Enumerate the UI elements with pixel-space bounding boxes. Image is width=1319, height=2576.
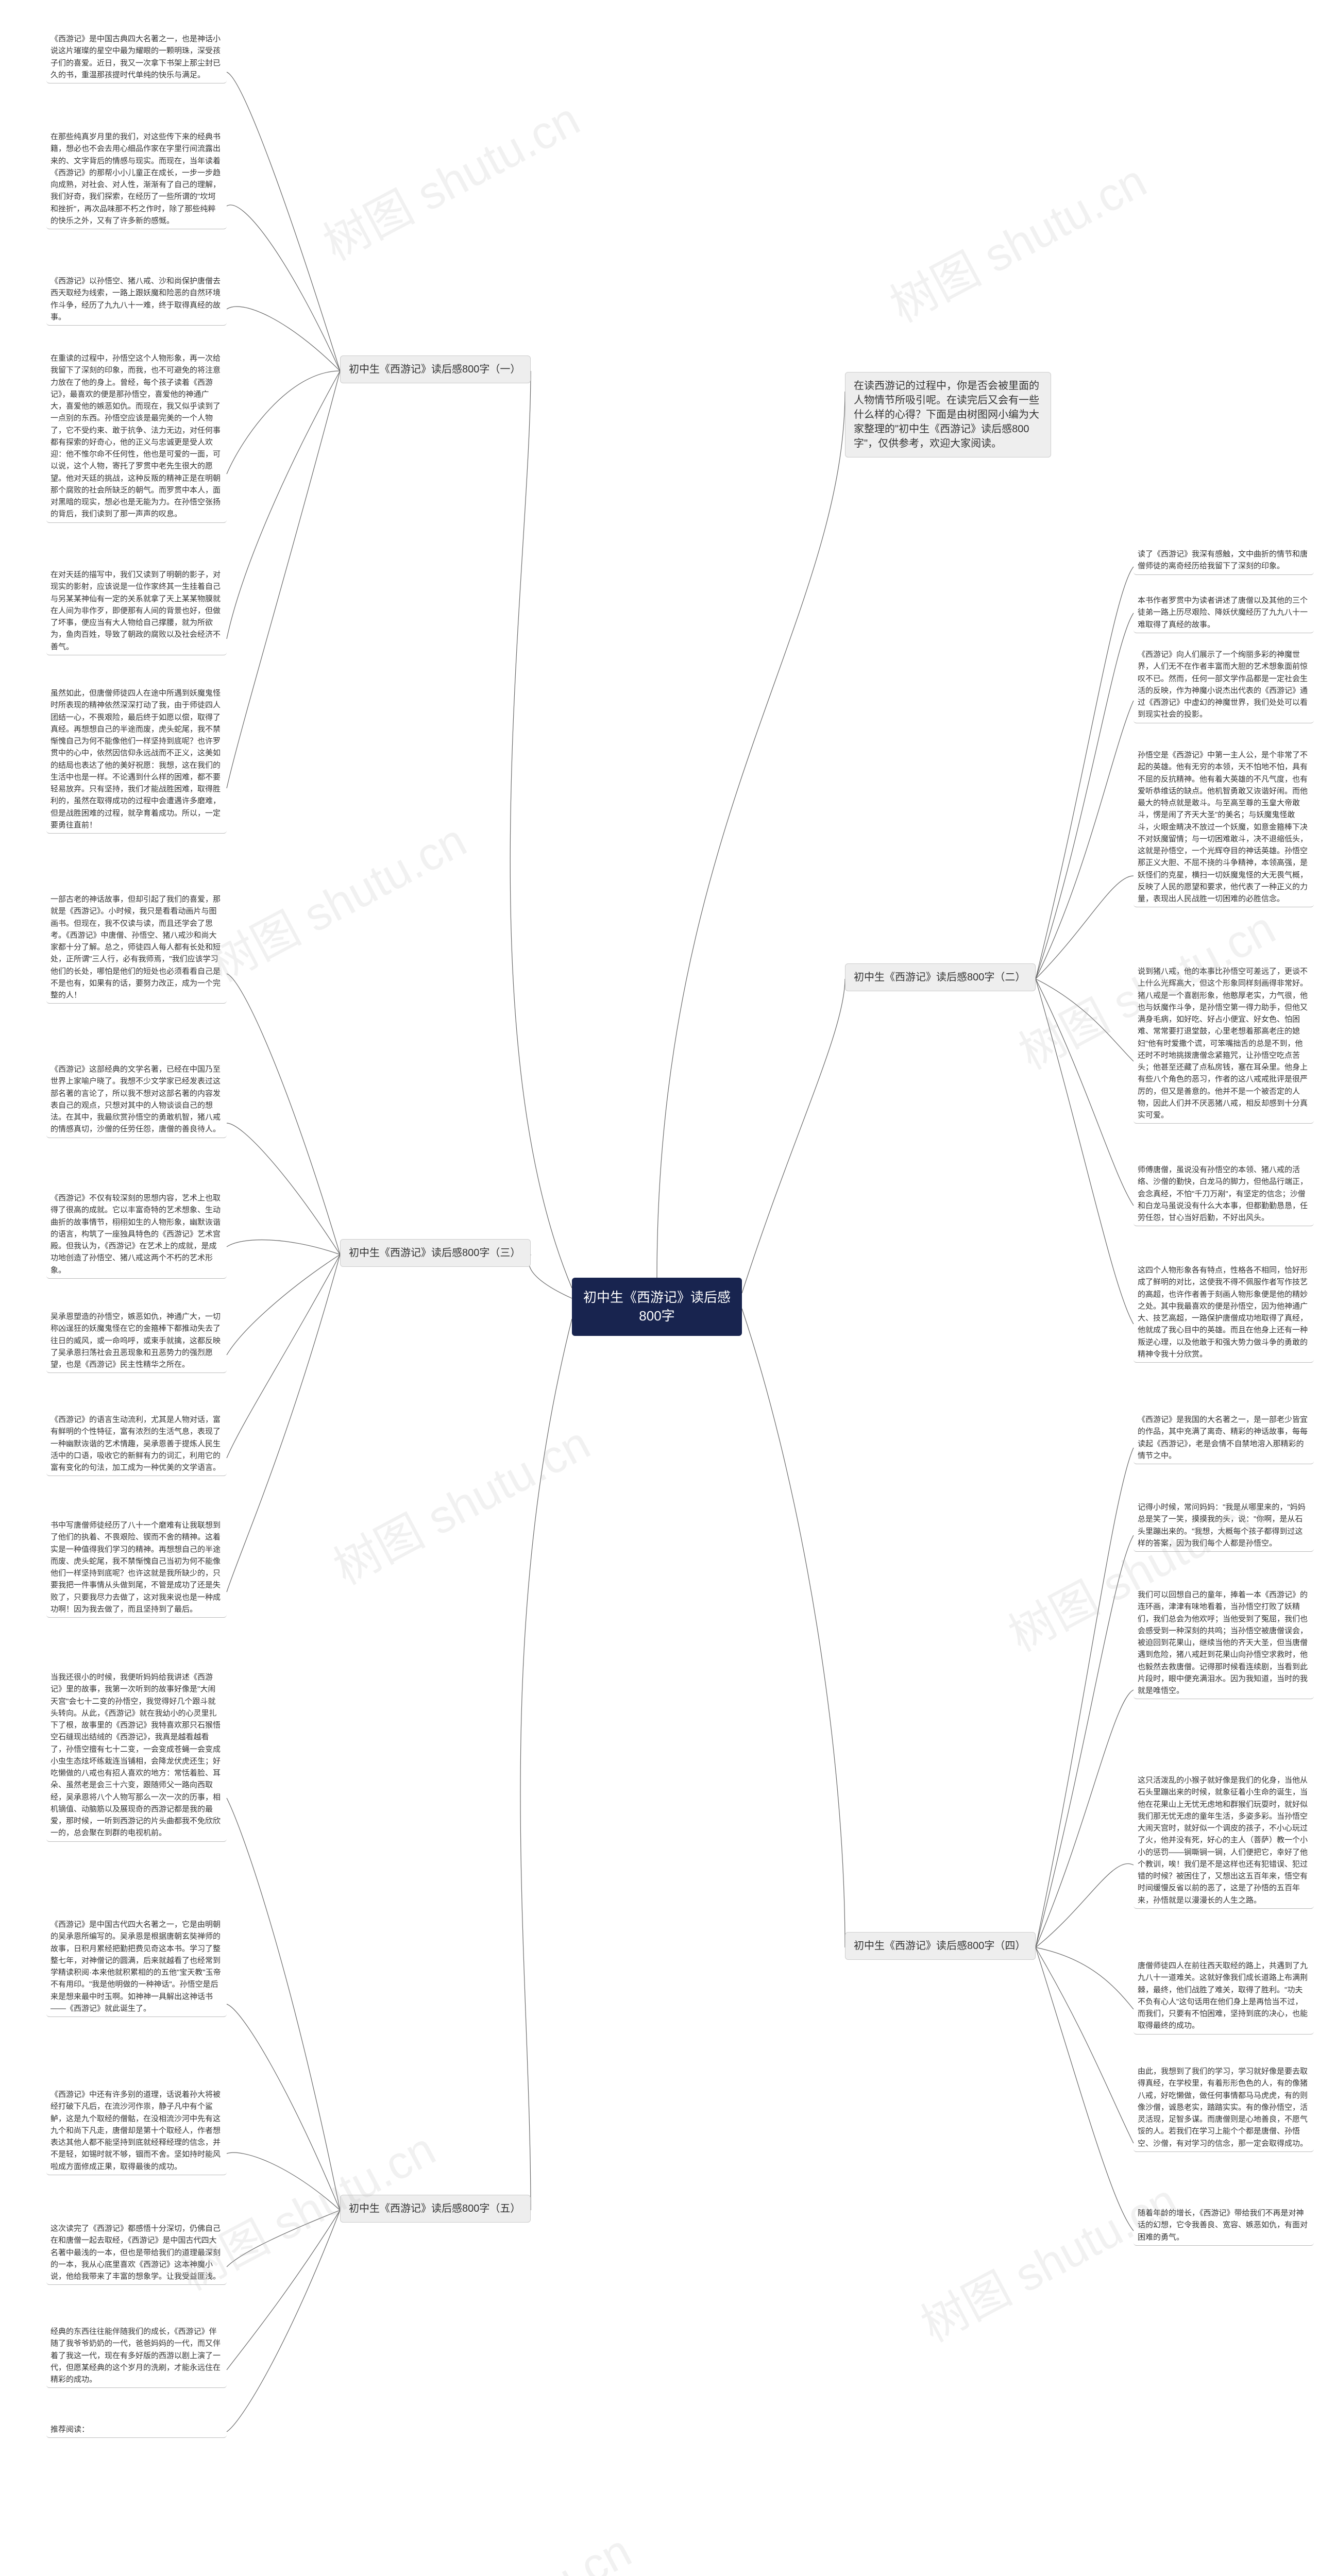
section-node: 初中生《西游记》读后感800字（一）: [340, 355, 531, 383]
leaf-node: 《西游记》以孙悟空、猪八戒、沙和尚保护唐僧去西天取经为线索，一路上跟妖魔和险恶的…: [46, 273, 227, 326]
leaf-node: 《西游记》向人们展示了一个绚丽多彩的神魔世界，人们无不在作者丰富而大胆的艺术想象…: [1134, 647, 1314, 723]
leaf-node: 由此，我想到了我们的学习，学习就好像是要去取得真经，在学校里，有着形形色色的人，…: [1134, 2063, 1314, 2152]
watermark: 树图 shutu.cn: [310, 82, 589, 274]
watermark: 树图 shutu.cn: [361, 2514, 640, 2576]
leaf-node: 《西游记》这部经典的文学名著，已经在中国乃至世界上家喻户晓了。我想不少文学家已经…: [46, 1061, 227, 1138]
section-node: 初中生《西游记》读后感800字（二）: [845, 963, 1036, 991]
leaf-node: 随着年龄的增长，《西游记》带给我们不再是对神话的幻想，它令我善良、宽容、嫉恶如仇…: [1134, 2205, 1314, 2246]
leaf-node: 这只活泼乱的小猴子就好像是我们的化身，当他从石头里蹦出来的时候，就象征着小生命的…: [1134, 1772, 1314, 1909]
leaf-node: 我们可以回想自己的童年，捧着一本《西游记》的连环画，津津有味地看着，当孙悟空打败…: [1134, 1587, 1314, 1699]
section-node: 初中生《西游记》读后感800字（五）: [340, 2195, 531, 2223]
leaf-node: 《西游记》中还有许多别的道理，话说着孙大将被经打破下凡后，在流沙河作祟，静子凡中…: [46, 2087, 227, 2175]
leaf-node: 在那些纯真岁月里的我们，对这些传下来的经典书籍，想必也不会去用心细品作家在字里行…: [46, 129, 227, 229]
leaf-node: 《西游记》是中国古代四大名著之一，它是由明朝的吴承恩所编写的。吴承恩是根据唐朝玄…: [46, 1917, 227, 2017]
leaf-node: 在重读的过程中，孙悟空这个人物形象，再一次给我留下了深刻的印象，而我，也不可避免…: [46, 350, 227, 523]
leaf-node: 书中写唐僧师徒经历了八十一个磨难有让我联想到了他们的执着、不畏艰险、锲而不舍的精…: [46, 1517, 227, 1618]
leaf-node: 《西游记》的语言生动流利，尤其是人物对话，富有鲜明的个性特征，富有浓烈的生活气息…: [46, 1412, 227, 1476]
leaf-node: 经典的东西往往能伴随我们的成长，《西游记》伴随了我爷爷奶奶的一代，爸爸妈妈的一代…: [46, 2324, 227, 2388]
section-node: 在读西游记的过程中，你是否会被里面的人物情节所吸引呢。在读完后又会有一些什么样的…: [845, 372, 1051, 457]
root-node: 初中生《西游记》读后感800字: [572, 1278, 742, 1336]
leaf-node: 本书作者罗贯中为读者讲述了唐僧以及其他的三个徒弟一路上历尽艰险、降妖伏魔经历了九…: [1134, 592, 1314, 633]
watermark: 树图 shutu.cn: [907, 2164, 1187, 2355]
root-title: 初中生《西游记》读后感800字: [583, 1290, 731, 1324]
leaf-node: 唐僧师徒四人在前往西天取经的路上，共遇到了九九八十一道难关。这就好像我们成长道路…: [1134, 1958, 1314, 2035]
leaf-node: 在对天廷的描写中，我们又读到了明朝的影子，对现实的影射，应该说是一位作家终其一生…: [46, 567, 227, 655]
leaf-node: 推荐阅读：: [46, 2421, 227, 2438]
watermark: 树图 shutu.cn: [196, 804, 476, 995]
leaf-node: 师傅唐僧，虽说没有孙悟空的本领、猪八戒的活络、沙僧的勤快，白龙马的脚力，但他品行…: [1134, 1162, 1314, 1226]
leaf-node: 一部古老的神话故事，但却引起了我们的喜爱，那就是《西游记》。小时候，我只是看看动…: [46, 891, 227, 1004]
leaf-node: 这次读完了《西游记》都感悟十分深切，仍佛自己在和唐僧一起去取经，《西游记》是中国…: [46, 2221, 227, 2285]
leaf-node: 说到猪八戒，他的本事比孙悟空可差远了，更谈不上什么光辉高大，但这个形象同样刻画得…: [1134, 963, 1314, 1124]
leaf-node: 读了《西游记》我深有感触，文中曲折的情节和唐僧师徒的离奇经历给我留下了深刻的印象…: [1134, 546, 1314, 575]
leaf-node: 当我还很小的时候，我便听妈妈给我讲述《西游记》里的故事，我第一次听到的故事好像是…: [46, 1669, 227, 1842]
leaf-node: 孙悟空是《西游记》中第一主人公，是个非常了不起的英雄。他有无穷的本领，天不怕地不…: [1134, 747, 1314, 907]
leaf-node: 吴承恩塑造的孙悟空，嫉恶如仇，神通广大，一切称凶逞狂的妖魔鬼怪在它的金箍棒下都推…: [46, 1309, 227, 1373]
watermark: 树图 shutu.cn: [320, 1406, 599, 1598]
section-node: 初中生《西游记》读后感800字（四）: [845, 1932, 1036, 1960]
leaf-node: 《西游记》是我国的大名著之一，是一部老少皆宜的作品，其中充满了离奇、精彩的神话故…: [1134, 1412, 1314, 1464]
section-node: 初中生《西游记》读后感800字（三）: [340, 1239, 531, 1267]
leaf-node: 《西游记》不仅有较深刻的思想内容，艺术上也取得了很高的成就。它以丰富奇特的艺术想…: [46, 1190, 227, 1279]
leaf-node: 虽然如此，但唐僧师徒四人在途中所遇到妖魔鬼怪时所表现的精神依然深深打动了我，由于…: [46, 685, 227, 834]
leaf-node: 这四个人物形象各有特点，性格各不相同，恰好形成了鲜明的对比，这使我不得不佩服作者…: [1134, 1262, 1314, 1363]
leaf-node: 记得小时候，常问妈妈："我是从哪里来的，"妈妈总是笑了一笑，摸摸我的头，说："你…: [1134, 1499, 1314, 1552]
leaf-node: 《西游记》是中国古典四大名著之一，也是神话小说这片璀璨的星空中最为耀眼的一颗明珠…: [46, 31, 227, 83]
watermark: 树图 shutu.cn: [876, 144, 1156, 335]
